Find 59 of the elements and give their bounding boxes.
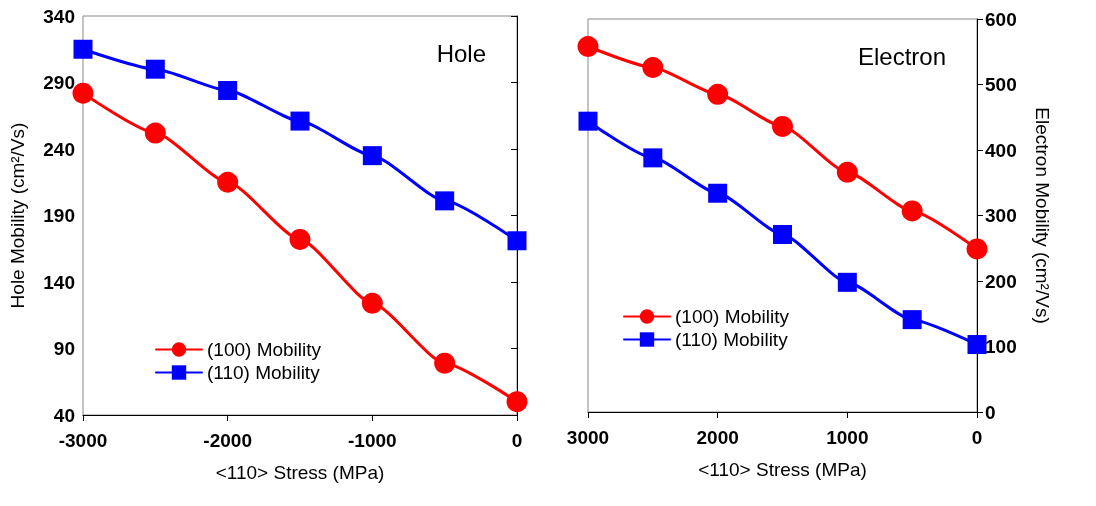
point	[218, 80, 238, 100]
point	[145, 59, 165, 79]
y2-tick-label: 0	[985, 401, 996, 423]
point	[435, 191, 455, 211]
y2-tick-label: 100	[985, 336, 1017, 357]
point	[577, 36, 599, 57]
y2-tick-label: 500	[985, 74, 1017, 95]
y2-tick-label: 300	[985, 205, 1017, 226]
point	[966, 238, 988, 260]
point	[643, 148, 663, 168]
point	[362, 146, 382, 166]
x-axis-title: <110> Stress (MPa)	[215, 462, 385, 483]
x-tick-label: 1000	[826, 427, 869, 448]
x-tick-label: 0	[511, 430, 523, 451]
point	[73, 39, 93, 59]
y2-tick-label: 600	[985, 8, 1017, 30]
y-tick-label: 290	[43, 72, 75, 93]
point	[773, 224, 792, 244]
y-tick-label: 340	[43, 5, 75, 27]
point	[217, 171, 239, 193]
x-tick-label: -1000	[348, 430, 397, 451]
point	[361, 292, 383, 314]
text: Hole	[436, 39, 486, 67]
point	[434, 352, 456, 374]
legend-label: (110) Mobility	[207, 362, 321, 383]
x-tick-label: 2000	[696, 427, 739, 448]
point	[289, 228, 311, 250]
x-tick-label: 3000	[566, 427, 610, 448]
y-tick-label: 240	[43, 138, 75, 160]
y2-axis-title: Electron Mobility (cm²/Vs)	[1032, 107, 1053, 324]
legend-label: (100) Mobility	[675, 306, 790, 327]
y-axis-title: Hole Mobility (cm²/Vs)	[7, 122, 28, 309]
x-tick-label: 0	[971, 427, 983, 448]
point	[290, 111, 310, 131]
y-tick-label: 40	[53, 404, 75, 426]
y2-tick-label: 400	[985, 139, 1017, 161]
y-tick-label: 140	[43, 271, 75, 293]
x-axis-title: <110> Stress (MPa)	[698, 459, 867, 480]
y-tick-label: 190	[43, 205, 75, 226]
y-tick-label: 90	[53, 338, 75, 359]
point	[507, 231, 527, 251]
point	[506, 391, 528, 413]
y2-tick-label: 200	[985, 270, 1017, 292]
point	[901, 200, 923, 222]
point	[144, 122, 166, 144]
x-tick-label: -3000	[58, 430, 108, 451]
point	[707, 83, 729, 105]
point	[836, 161, 858, 183]
point	[578, 111, 598, 131]
text: Electron	[857, 42, 946, 70]
legend-label: (110) Mobility	[675, 329, 789, 350]
legend-label: (100) Mobility	[207, 339, 322, 360]
point	[772, 115, 793, 137]
point	[708, 183, 728, 203]
x-tick-label: -2000	[203, 430, 252, 451]
point	[967, 335, 987, 355]
point	[837, 272, 857, 292]
point	[642, 56, 664, 78]
point	[902, 310, 922, 330]
